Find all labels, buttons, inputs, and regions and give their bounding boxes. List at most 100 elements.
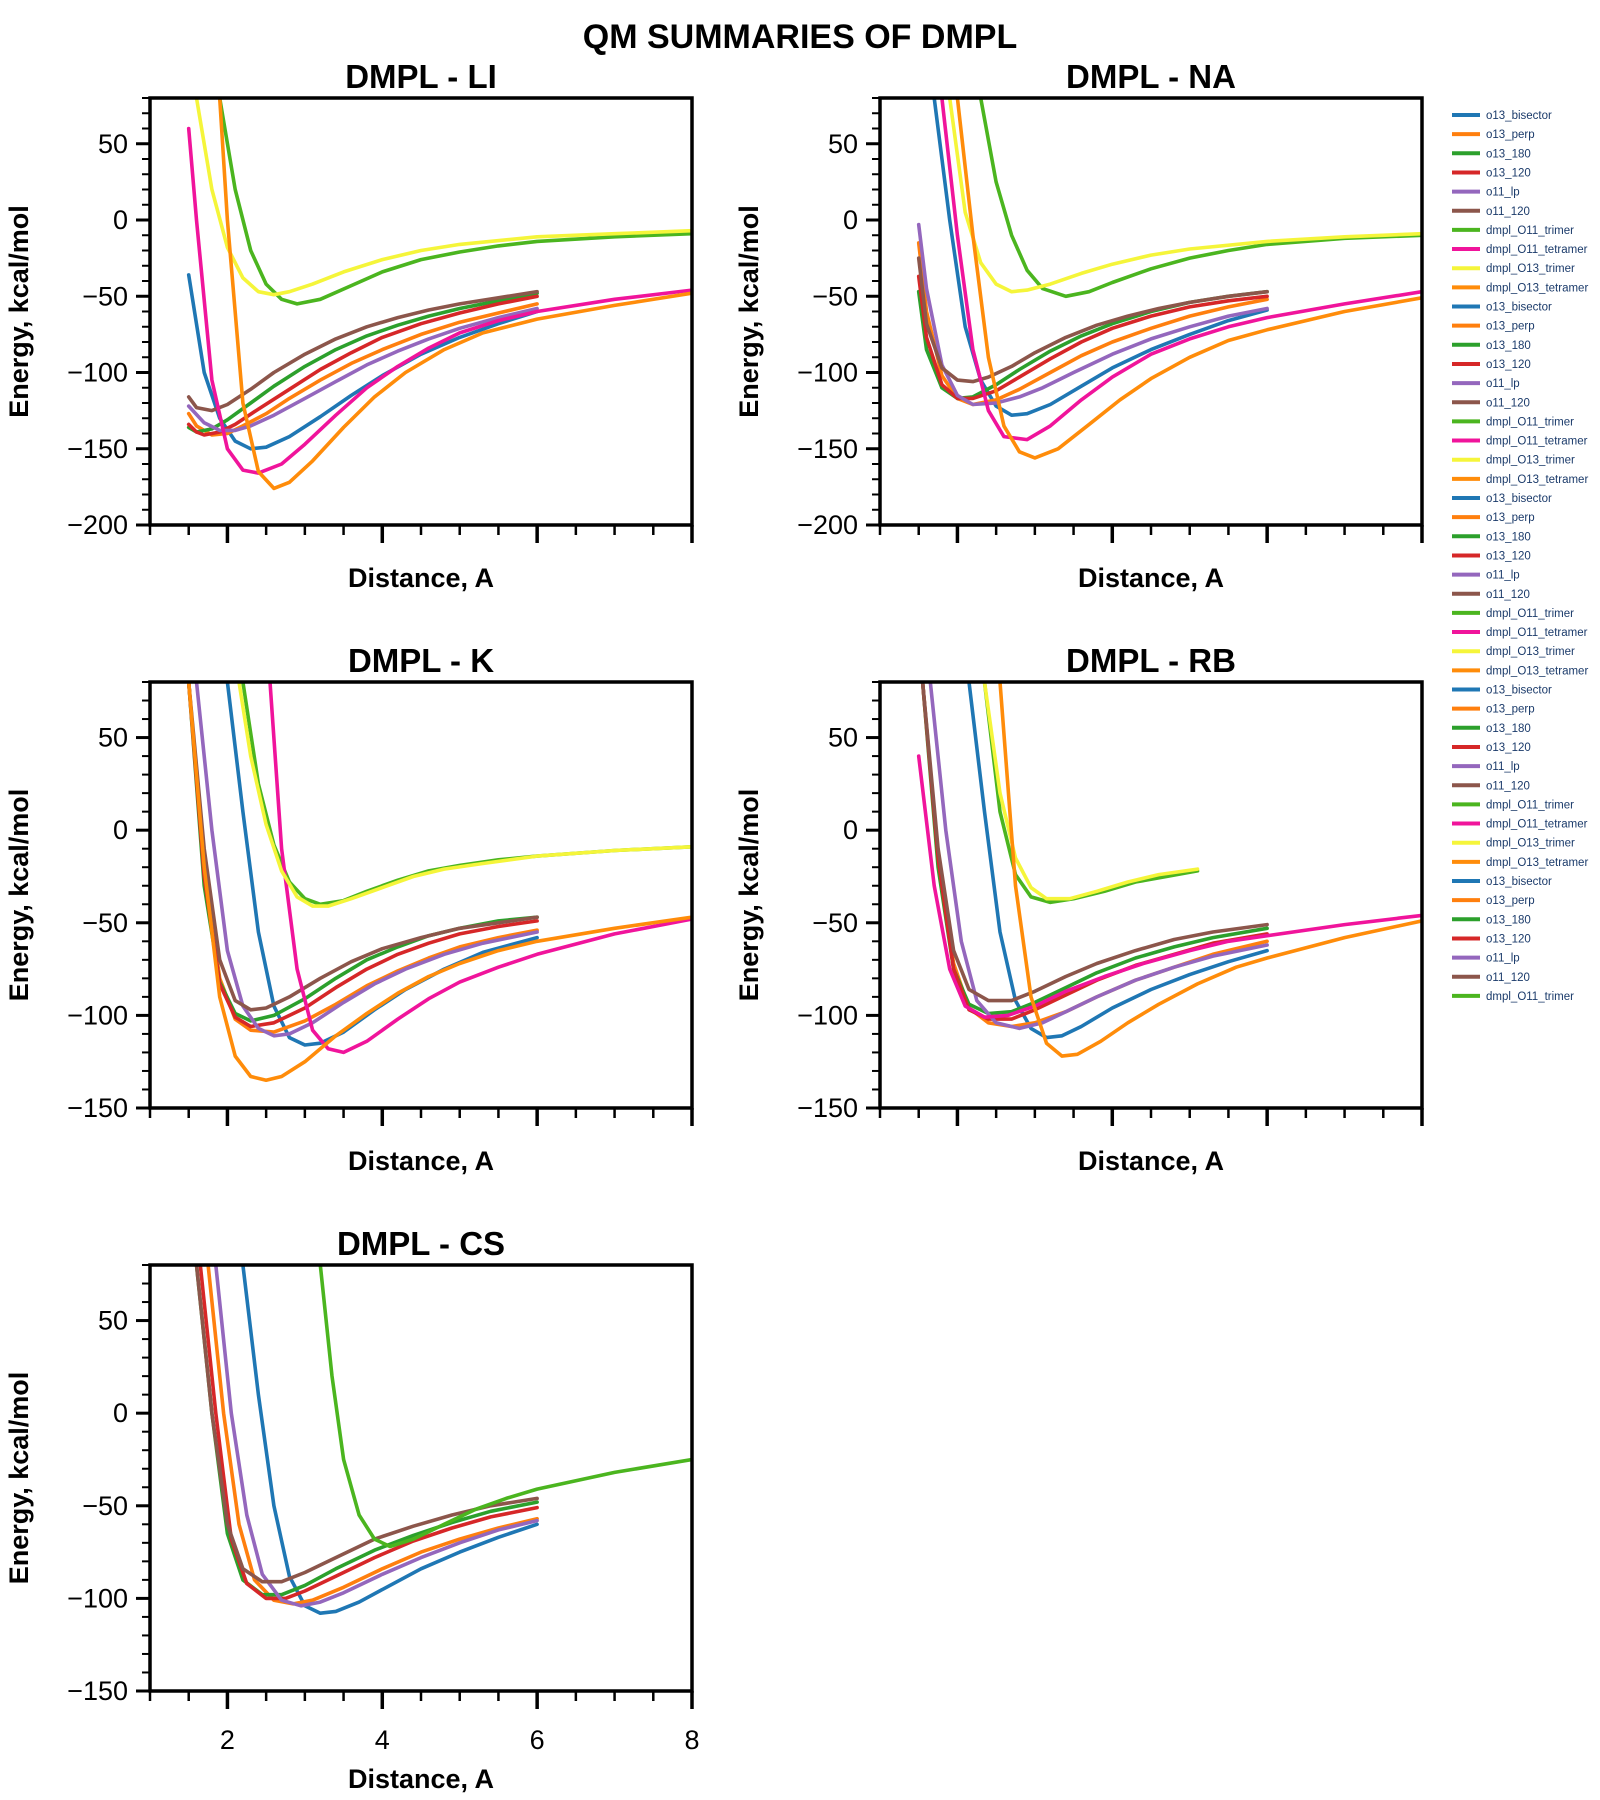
series-line-dmpl-o11-tetramer — [916, 754, 1422, 1019]
series-line-dmpl-o13-tetramer — [186, 682, 692, 1082]
legend-label: dmpl_O13_tetramer — [1486, 282, 1588, 294]
legend-label: o13_180 — [1486, 148, 1531, 160]
legend-label: o11_lp — [1486, 761, 1520, 773]
legend-item: o13_180 — [1452, 531, 1531, 543]
legend-item: dmpl_O11_tetramer — [1452, 627, 1588, 639]
legend-item: o13_120 — [1452, 933, 1531, 945]
y-tick-label: −100 — [797, 1000, 858, 1030]
legend-label: o11_120 — [1486, 589, 1530, 601]
legend-label: o13_bisector — [1486, 302, 1552, 314]
y-tick-label: 0 — [113, 1398, 128, 1428]
legend-item: o13_180 — [1452, 148, 1531, 160]
series-line-dmpl-o13-trimer — [194, 98, 692, 297]
legend-item: o13_bisector — [1452, 685, 1552, 697]
x-axis-label: Distance, A — [348, 1146, 494, 1176]
series-line-dmpl-o11-tetramer — [186, 126, 692, 475]
series-line-o13-120 — [186, 682, 539, 1029]
series-group — [916, 98, 1422, 460]
y-tick-label: 0 — [843, 205, 858, 235]
legend-label: o11_lp — [1486, 187, 1520, 199]
series-line-o13-120 — [916, 274, 1269, 401]
legend-label: o13_120 — [1486, 359, 1531, 371]
legend-item: dmpl_O11_tetramer — [1452, 819, 1588, 831]
legend-label: dmpl_O13_trimer — [1486, 646, 1575, 658]
panel-title: DMPL - NA — [1066, 58, 1236, 95]
legend-label: o13_180 — [1486, 340, 1531, 352]
series-group — [186, 98, 692, 491]
panel-title: DMPL - K — [348, 642, 494, 679]
chart-panel-dmpl-li: 50 0 −50 −100 −150 −200 DMPL - LI Distance, A En… — [4, 58, 694, 593]
legend-label: dmpl_O13_trimer — [1486, 455, 1575, 467]
series-line-o13-bisector — [241, 1265, 539, 1615]
chart-panel-dmpl-cs: 50 0 −50 −100 −150 2 4 6 8 DMPL - CS Distance, A En… — [4, 1225, 700, 1794]
legend-item: o11_lp — [1452, 570, 1520, 582]
legend-item: o11_lp — [1452, 953, 1520, 965]
series-line-dmpl-o13-tetramer — [955, 98, 1422, 460]
legend-label: o13_180 — [1486, 914, 1531, 926]
series-line-dmpl-o13-trimer — [982, 682, 1200, 901]
legend-label: o13_perp — [1486, 129, 1535, 141]
legend: o13_bisector o13_perp o13_180 o13_120 o11_lp… — [1452, 110, 1588, 1003]
series-line-dmpl-o13-trimer — [237, 682, 692, 908]
legend-item: o11_lp — [1452, 378, 1520, 390]
legend-item: dmpl_O11_tetramer — [1452, 436, 1588, 448]
legend-item: dmpl_O13_tetramer — [1452, 665, 1588, 677]
series-line-o11-120 — [920, 682, 1269, 1003]
y-tick-label: 0 — [113, 815, 128, 845]
legend-label: dmpl_O11_trimer — [1486, 991, 1574, 1003]
legend-label: o13_180 — [1486, 723, 1531, 735]
series-line-o13-perp — [186, 682, 539, 1034]
legend-item: o13_120 — [1452, 550, 1531, 562]
x-axis-label: Distance, A — [1078, 563, 1224, 593]
y-axis-label: Energy, kcal/mol — [734, 789, 764, 1002]
legend-item: dmpl_O13_tetramer — [1452, 282, 1588, 294]
legend-label: dmpl_O11_tetramer — [1486, 819, 1588, 831]
y-tick-label: −100 — [67, 1000, 128, 1030]
legend-label: o13_120 — [1486, 933, 1531, 945]
y-tick-label: −150 — [67, 434, 128, 464]
legend-label: o13_120 — [1486, 742, 1531, 754]
series-line-dmpl-o13-tetramer — [217, 98, 692, 491]
y-axis-label: Energy, kcal/mol — [4, 789, 34, 1002]
legend-item: o13_bisector — [1452, 876, 1552, 888]
legend-label: o13_120 — [1486, 550, 1531, 562]
series-line-o11-120 — [186, 289, 539, 413]
series-line-o11-lp — [194, 682, 539, 1038]
series-line-dmpl-o11-tetramer — [268, 682, 692, 1055]
legend-item: o13_120 — [1452, 167, 1531, 179]
legend-label: dmpl_O11_trimer — [1486, 416, 1574, 428]
legend-label: o13_perp — [1486, 321, 1535, 333]
y-tick-label: −200 — [797, 510, 858, 540]
y-tick-label: −200 — [67, 510, 128, 540]
series-line-dmpl-o11-trimer — [318, 1265, 692, 1549]
legend-item: o11_120 — [1452, 972, 1530, 984]
legend-item: o11_lp — [1452, 761, 1520, 773]
y-tick-label: −50 — [82, 281, 128, 311]
figure-title: QM SUMMARIES OF DMPL — [583, 18, 1017, 56]
series-line-o13-bisector — [932, 98, 1269, 417]
chart-panel-dmpl-na: 50 0 −50 −100 −150 −200 DMPL - NA Distance, A En… — [734, 58, 1424, 593]
legend-label: o11_120 — [1486, 397, 1530, 409]
legend-item: dmpl_O11_trimer — [1452, 991, 1574, 1003]
legend-item: o13_perp — [1452, 129, 1535, 141]
series-line-o11-lp — [214, 1265, 539, 1608]
legend-label: o13_180 — [1486, 531, 1531, 543]
series-line-dmpl-o13-tetramer — [998, 682, 1422, 1058]
series-line-o13-perp — [206, 1265, 539, 1606]
legend-label: o13_perp — [1486, 895, 1535, 907]
series-group — [186, 682, 692, 1082]
panel-title: DMPL - LI — [345, 58, 497, 95]
legend-label: o13_perp — [1486, 704, 1535, 716]
y-tick-label: 0 — [843, 815, 858, 845]
series-line-o13-bisector — [967, 682, 1269, 1040]
series-line-o11-120 — [916, 256, 1269, 384]
legend-label: dmpl_O13_tetramer — [1486, 857, 1588, 869]
legend-label: o13_bisector — [1486, 876, 1552, 888]
y-tick-label: −150 — [67, 1676, 128, 1706]
legend-item: dmpl_O13_tetramer — [1452, 474, 1588, 486]
legend-item: dmpl_O11_trimer — [1452, 225, 1574, 237]
legend-item: o13_180 — [1452, 723, 1531, 735]
series-line-o13-perp — [916, 241, 1269, 407]
legend-item: o13_bisector — [1452, 493, 1552, 505]
